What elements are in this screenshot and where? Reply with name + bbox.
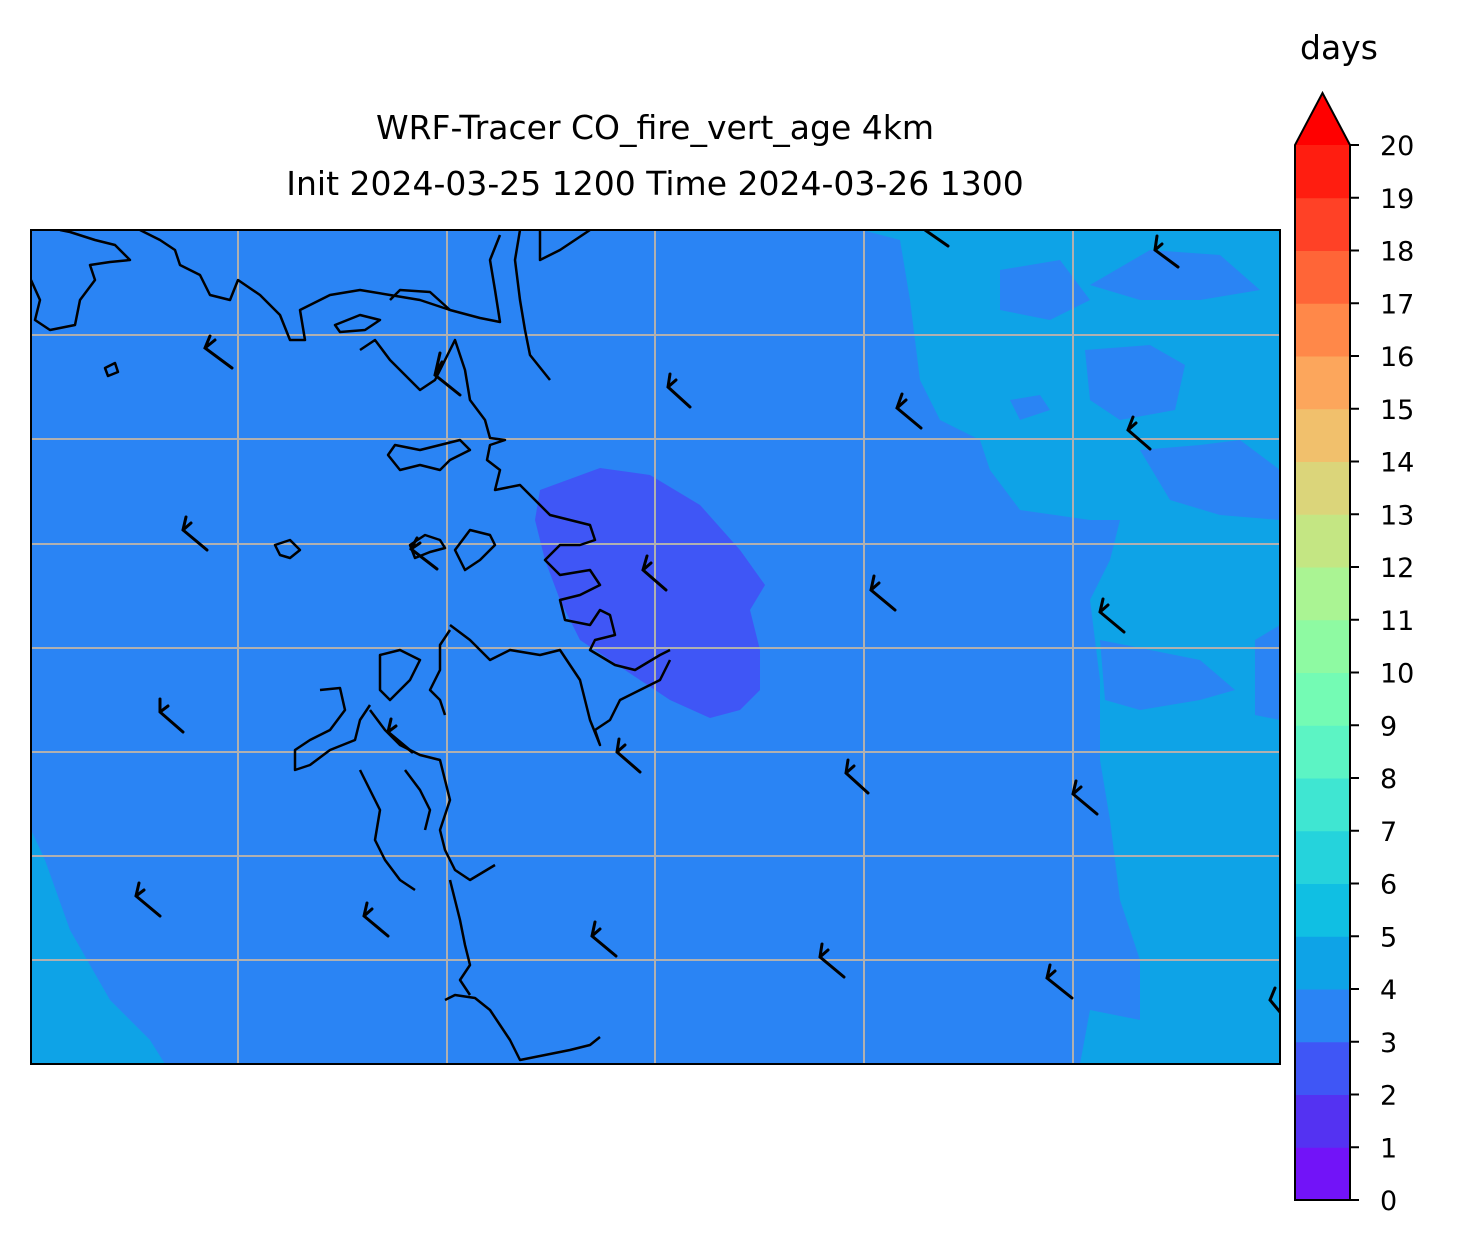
colorbar-tick-label: 8 [1380,764,1397,795]
colorbar-band-7 [1295,778,1350,832]
colorbar-band-6 [1295,830,1350,884]
colorbar-band-4 [1295,936,1350,990]
colorbar-tick-label: 7 [1380,817,1397,848]
colorbar-band-9 [1295,672,1350,726]
colorbar-band-15 [1295,356,1350,410]
base-patch-2 [1090,250,1260,300]
colorbar-band-5 [1295,883,1350,937]
colorbar-tick-label: 10 [1380,659,1414,690]
colorbar-band-11 [1295,567,1350,621]
older-age-region-southwest [31,830,165,1064]
colorbar-tick-label: 11 [1380,606,1414,637]
colorbar-tick-label: 9 [1380,711,1397,742]
colorbar-band-12 [1295,514,1350,568]
colorbar-band-16 [1295,303,1350,357]
map-gridlines [31,230,1280,1064]
colorbar-band-13 [1295,461,1350,515]
colorbar-tick-label: 16 [1380,342,1414,373]
base-patch-6 [1100,640,1235,710]
colorbar-tick-label: 5 [1380,922,1397,953]
coastlines [31,230,672,1062]
colorbar-band-10 [1295,619,1350,673]
chart-title: WRF-Tracer CO_fire_vert_age 4km [375,108,935,147]
colorbar-tick-label: 14 [1380,448,1414,479]
colorbar-band-3 [1295,989,1350,1043]
colorbar-band-17 [1295,250,1350,304]
colorbar-band-2 [1295,1041,1350,1095]
colorbar-tick-label: 3 [1380,1028,1397,1059]
colorbar-band-18 [1295,197,1350,251]
base-patch-5 [1140,440,1280,520]
colorbar-tick-label: 2 [1380,1081,1397,1112]
colorbar-band-8 [1295,725,1350,779]
colorbar-tick-label: 20 [1380,131,1414,162]
colorbar-tick-label: 15 [1380,395,1414,426]
chart-subtitle: Init 2024-03-25 1200 Time 2024-03-26 130… [286,164,1024,203]
map-frame [30,229,1281,1065]
colorbar-band-14 [1295,408,1350,462]
colorbar-band-0 [1295,1147,1350,1201]
base-patch-4 [1010,395,1050,420]
colorbar-tick-label: 17 [1380,289,1414,320]
colorbar-tick-label: 13 [1380,500,1414,531]
colorbar-tick-label: 0 [1380,1186,1397,1217]
colorbar-extend-arrow [1295,93,1350,145]
colorbar-tick-label: 4 [1380,975,1397,1006]
colorbar-band-1 [1295,1094,1350,1148]
colorbar-outline [1294,90,1351,1201]
base-patch-1 [1000,260,1090,320]
colorbar-tick-label: 1 [1380,1133,1397,1164]
colorbar-tick-label: 18 [1380,237,1414,268]
colorbar-tick-label: 6 [1380,870,1397,901]
colorbar-tick-label: 12 [1380,553,1414,584]
wind-barbs [134,230,1280,1014]
colorbar-tick-label: 19 [1380,184,1414,215]
colorbar-label: days [1300,28,1378,67]
base-patch-3 [1085,345,1185,420]
colorbar-band-19 [1295,145,1350,199]
